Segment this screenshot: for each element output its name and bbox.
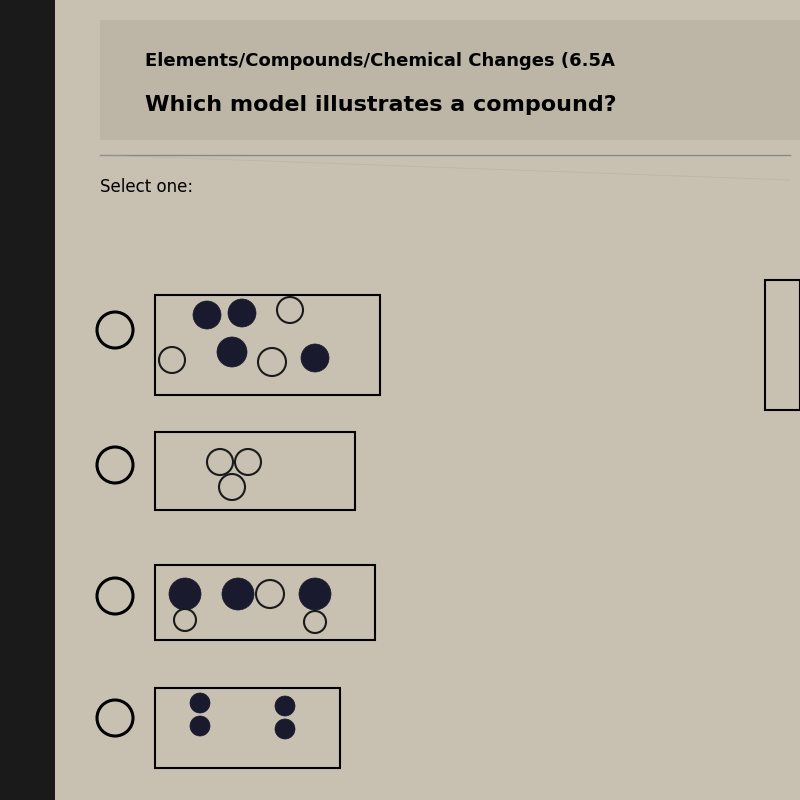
Circle shape [304,611,326,633]
Circle shape [207,449,233,475]
Text: Elements/Compounds/Chemical Changes (6.5A: Elements/Compounds/Chemical Changes (6.5… [145,52,615,70]
Bar [765,280,800,410]
Text: Which model illustrates a compound?: Which model illustrates a compound? [145,95,617,115]
Bar [155,565,375,640]
Circle shape [275,696,295,716]
Bar [0,0,55,800]
Circle shape [258,348,286,376]
Circle shape [299,578,331,610]
Circle shape [174,609,196,631]
Circle shape [277,297,303,323]
Bar [155,295,380,395]
Circle shape [169,578,201,610]
Bar [155,432,355,510]
Circle shape [222,578,254,610]
Circle shape [228,299,256,327]
Circle shape [190,693,210,713]
Bar [100,20,800,140]
Text: Select one:: Select one: [100,178,193,196]
Circle shape [219,474,245,500]
Bar [155,688,340,768]
Circle shape [275,719,295,739]
Circle shape [235,449,261,475]
Circle shape [301,344,329,372]
Circle shape [190,716,210,736]
Circle shape [217,337,247,367]
Circle shape [159,347,185,373]
Circle shape [256,580,284,608]
Circle shape [193,301,221,329]
